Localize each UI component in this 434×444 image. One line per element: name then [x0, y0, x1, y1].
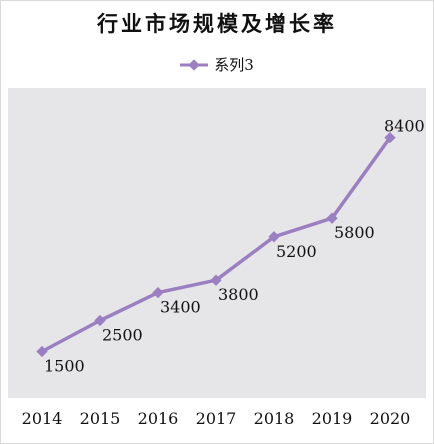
x-tick-label: 2014	[22, 409, 63, 428]
x-tick-label: 2017	[196, 409, 237, 428]
plot-area	[8, 88, 426, 398]
data-label: 5200	[276, 242, 317, 261]
data-label: 5800	[334, 223, 375, 242]
x-axis-ticks: 2014 2015 2016 2017 2018 2019 2020	[22, 409, 411, 428]
data-point	[36, 345, 48, 358]
data-point	[268, 231, 280, 243]
data-point	[210, 274, 222, 286]
data-label: 3400	[160, 298, 201, 317]
data-labels: 1500 2500 3400 3800 5200 5800 8400	[44, 117, 425, 376]
data-label: 1500	[44, 357, 85, 376]
chart-legend: 系列3	[0, 54, 434, 75]
legend-line-marker-icon	[180, 58, 209, 71]
x-tick-label: 2016	[138, 409, 179, 428]
data-label: 8400	[384, 117, 425, 136]
data-point	[384, 131, 396, 144]
x-tick-label: 2018	[254, 409, 295, 428]
data-label: 2500	[102, 326, 143, 345]
chart-title: 行业市场规模及增长率	[97, 11, 337, 36]
x-tick-label: 2015	[80, 409, 121, 428]
series-layer	[36, 131, 396, 358]
x-tick-label: 2019	[312, 409, 353, 428]
data-point	[152, 286, 164, 299]
x-tick-label: 2020	[370, 409, 411, 428]
data-label: 3800	[218, 285, 259, 304]
data-point	[326, 212, 338, 224]
legend-series-label: 系列3	[214, 56, 254, 74]
